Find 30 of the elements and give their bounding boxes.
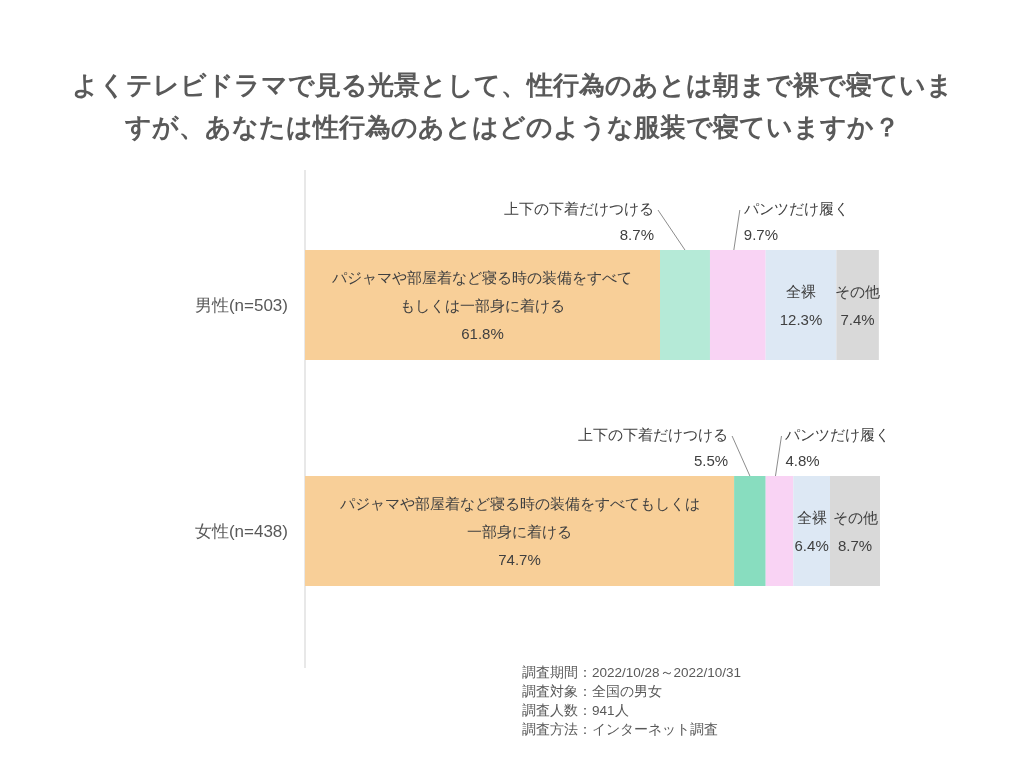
annotation: 調査期間：2022/10/28～2022/10/31 (522, 664, 742, 680)
data-label: パンツだけ履く (743, 199, 849, 217)
data-label: パンツだけ履く (785, 425, 891, 443)
category: 男性(n=503) (194, 295, 288, 315)
data-label: その他 (835, 282, 881, 300)
data-label: その他 (832, 508, 878, 526)
data-label: パジャマや部屋着など寝る時の装備をすべてもしくは (339, 494, 700, 512)
data-label: 8.7% (619, 225, 654, 243)
data-label: 4.8% (785, 451, 820, 469)
data-label: もしくは一部身に着ける (400, 296, 565, 314)
data-label: 全裸 (786, 282, 816, 300)
data-label: 一部身に着ける (467, 522, 573, 540)
data-label: 上下の下着だけつける (578, 425, 729, 443)
annotation: 調査方法：インターネット調査 (522, 721, 718, 737)
data-label: 7.4% (840, 310, 875, 328)
data-label: 61.8% (461, 324, 504, 342)
title: よくテレビドラマで見る光景として、性行為のあとは朝まで裸で寝ていま (71, 70, 953, 100)
category: 女性(n=438) (194, 521, 288, 541)
data-label: パジャマや部屋着など寝る時の装備をすべて (332, 268, 633, 286)
data-label: 6.4% (794, 536, 829, 554)
title: すが、あなたは性行為のあとはどのような服装で寝ていますか？ (124, 112, 900, 142)
annotation: 調査人数：941人 (522, 702, 629, 718)
data-label: 12.3% (779, 310, 823, 328)
data-label: 全裸 (796, 508, 827, 526)
data-label: 9.7% (743, 225, 779, 243)
data-label: 上下の下着だけつける (504, 199, 654, 217)
data-label: 8.7% (837, 536, 873, 554)
annotation: 調査対象：全国の男女 (522, 683, 662, 699)
data-label: 5.5% (693, 451, 729, 469)
data-label: 74.7% (498, 550, 541, 568)
